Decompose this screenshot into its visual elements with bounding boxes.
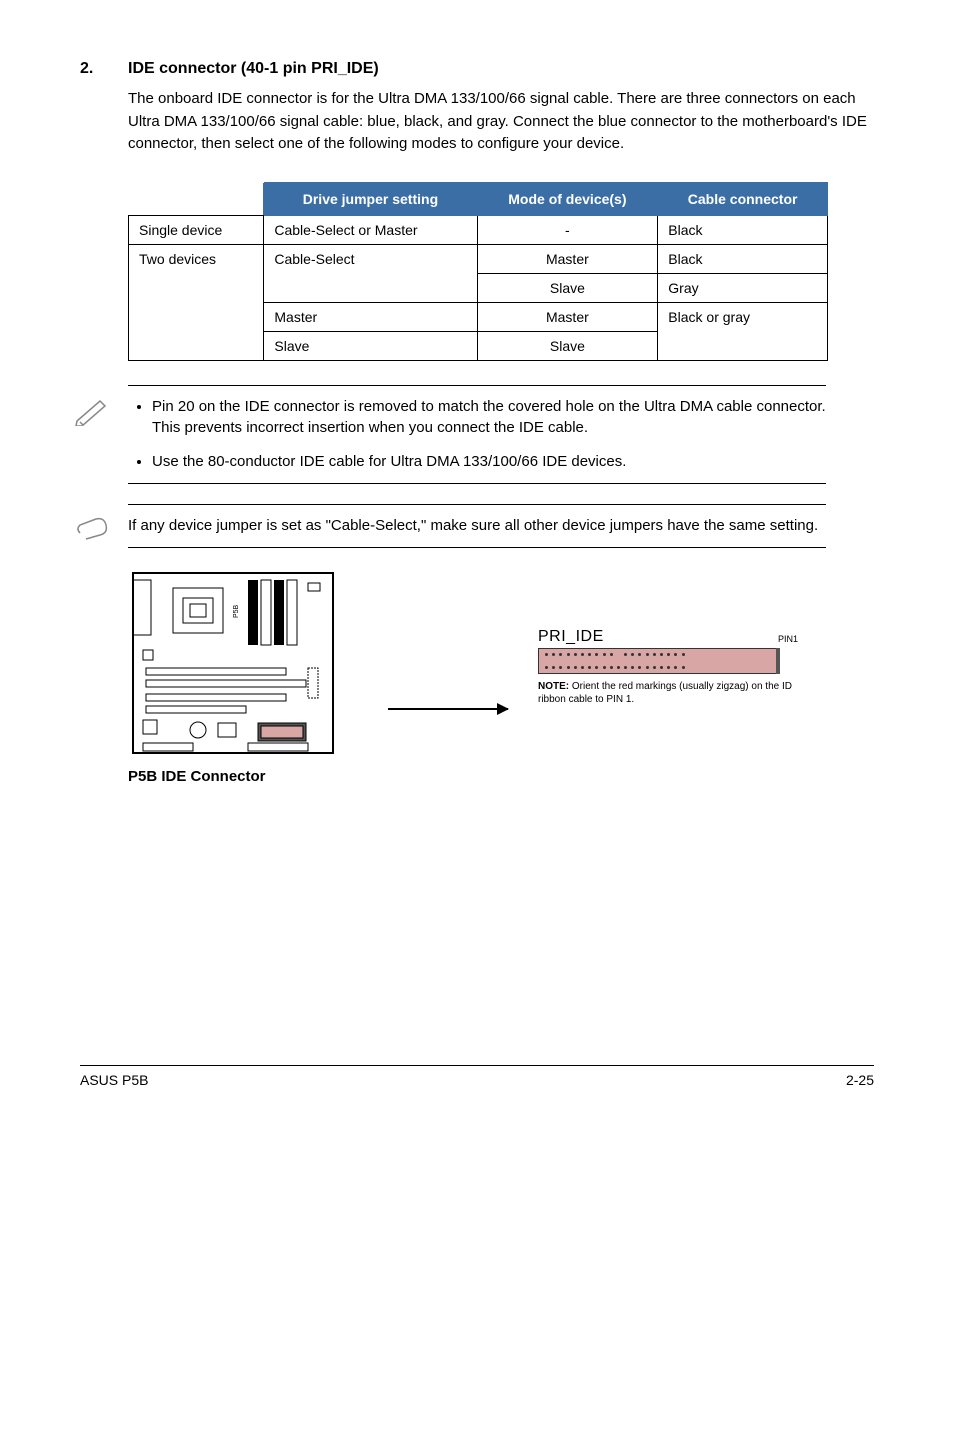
connector-detail: PRI_IDE PIN1 NOTE: Orient the red markin… bbox=[538, 628, 798, 706]
note-item: Pin 20 on the IDE connector is removed t… bbox=[152, 396, 826, 440]
footer-right: 2-25 bbox=[846, 1072, 874, 1088]
table-header-row: Drive jumper setting Mode of device(s) C… bbox=[129, 182, 828, 215]
ide-pin-header bbox=[538, 648, 780, 674]
cell-connector: Black bbox=[658, 244, 828, 273]
col-cable-connector: Cable connector bbox=[658, 182, 828, 215]
note-block-pin20: Pin 20 on the IDE connector is removed t… bbox=[128, 385, 826, 484]
note-list: Pin 20 on the IDE connector is removed t… bbox=[128, 396, 826, 473]
cell-connector: Gray bbox=[658, 273, 828, 302]
pin1-label: PIN1 bbox=[778, 634, 798, 644]
arrow-icon bbox=[388, 708, 508, 710]
pin1-mark bbox=[776, 648, 780, 674]
paperclip-icon bbox=[72, 515, 112, 545]
orientation-note: NOTE: Orient the red markings (usually z… bbox=[538, 680, 798, 706]
motherboard-diagram: P5B bbox=[128, 568, 358, 762]
note-rest: Orient the red markings (usually zigzag)… bbox=[538, 681, 792, 705]
note-item: Use the 80-conductor IDE cable for Ultra… bbox=[152, 451, 826, 473]
motherboard-svg: P5B bbox=[128, 568, 358, 758]
section-title: IDE connector (40-1 pin PRI_IDE) bbox=[128, 60, 379, 78]
section-number: 2. bbox=[80, 60, 128, 78]
section-heading: 2. IDE connector (40-1 pin PRI_IDE) bbox=[80, 60, 874, 78]
cell-jumper: Slave bbox=[264, 331, 477, 360]
table-row: Single device Cable-Select or Master - B… bbox=[129, 215, 828, 244]
cell-single-device: Single device bbox=[129, 215, 264, 244]
cell-mode: - bbox=[477, 215, 658, 244]
cell-jumper: Cable-Select or Master bbox=[264, 215, 477, 244]
cell-connector: Black or gray bbox=[658, 302, 828, 360]
pri-ide-label: PRI_IDE bbox=[538, 628, 604, 646]
cell-mode: Master bbox=[477, 302, 658, 331]
col-drive-jumper: Drive jumper setting bbox=[264, 182, 477, 215]
pencil-icon bbox=[72, 396, 112, 426]
svg-text:P5B: P5B bbox=[233, 604, 240, 618]
section-body: The onboard IDE connector is for the Ult… bbox=[128, 88, 874, 156]
page-footer: ASUS P5B 2-25 bbox=[80, 1065, 874, 1088]
note-text: If any device jumper is set as "Cable-Se… bbox=[128, 515, 826, 537]
table-row: Two devices Cable-Select Master Black bbox=[129, 244, 828, 273]
cell-connector: Black bbox=[658, 215, 828, 244]
diagram-row: P5B PRI_IDE PIN1 NOTE: Orient the red ma… bbox=[128, 568, 874, 762]
footer-left: ASUS P5B bbox=[80, 1072, 148, 1088]
diagram-caption: P5B IDE Connector bbox=[128, 768, 874, 785]
note-block-cable-select: If any device jumper is set as "Cable-Se… bbox=[128, 504, 826, 548]
cell-two-devices: Two devices bbox=[129, 244, 264, 360]
col-mode: Mode of device(s) bbox=[477, 182, 658, 215]
cell-jumper: Cable-Select bbox=[264, 244, 477, 302]
jumper-settings-table: Drive jumper setting Mode of device(s) C… bbox=[128, 182, 828, 361]
cell-mode: Slave bbox=[477, 331, 658, 360]
note-bold: NOTE: bbox=[538, 681, 569, 692]
cell-mode: Master bbox=[477, 244, 658, 273]
cell-jumper: Master bbox=[264, 302, 477, 331]
cell-mode: Slave bbox=[477, 273, 658, 302]
